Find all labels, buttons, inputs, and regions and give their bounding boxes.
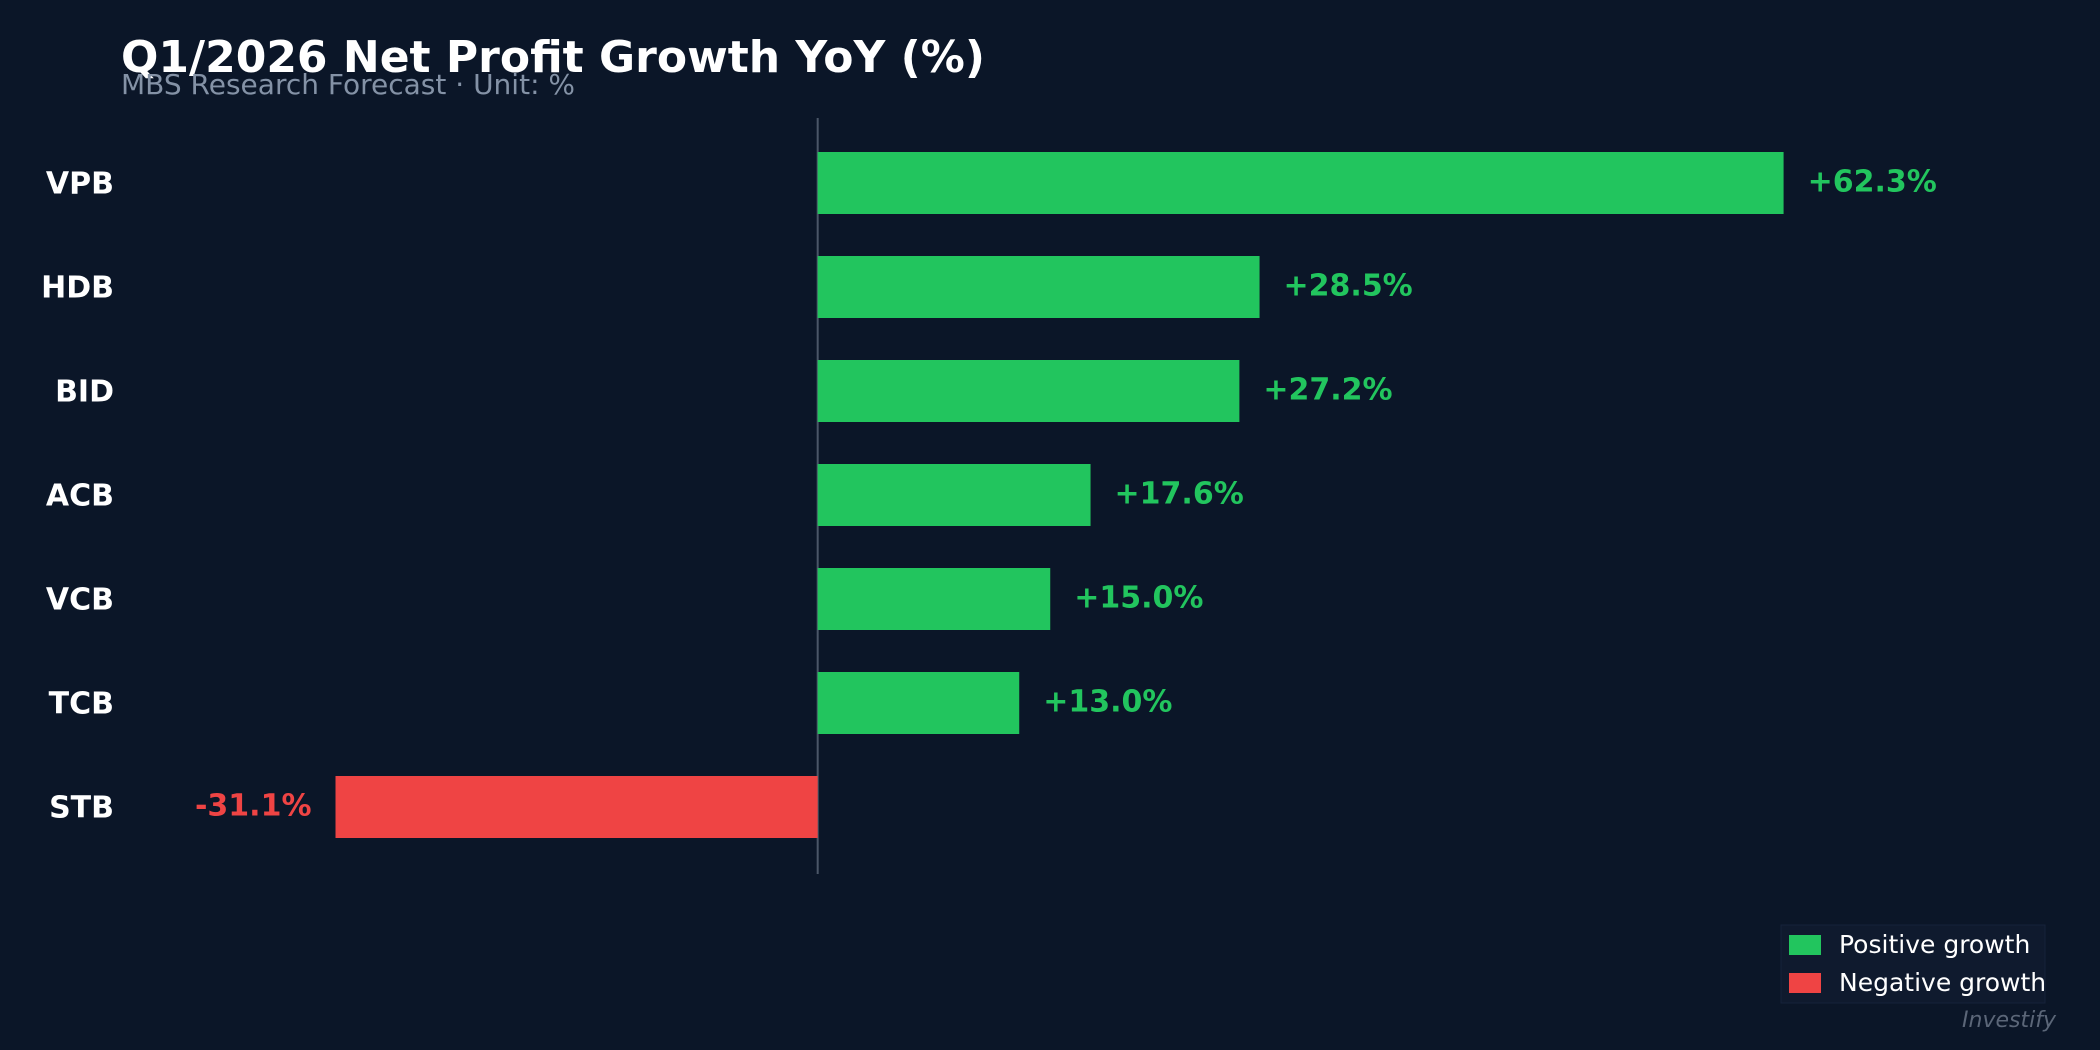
y-tick-label: TCB — [49, 687, 114, 722]
value-label: +28.5% — [1284, 269, 1413, 304]
value-label: +17.6% — [1115, 477, 1244, 512]
legend-box — [1780, 924, 2046, 1004]
value-label: +15.0% — [1074, 581, 1203, 616]
bar — [817, 464, 1091, 526]
bar — [335, 776, 818, 838]
legend-label: Negative growth — [1839, 968, 2046, 997]
value-label: -31.1% — [195, 789, 312, 824]
bar — [817, 360, 1240, 422]
y-tick-label: STB — [49, 791, 114, 826]
bar — [817, 152, 1784, 214]
y-tick-label: BID — [55, 375, 114, 410]
y-tick-label: ACB — [46, 479, 114, 514]
value-label: +13.0% — [1043, 685, 1172, 720]
legend-swatch — [1789, 935, 1821, 955]
legend-label: Positive growth — [1839, 930, 2030, 959]
y-tick-label: VPB — [46, 167, 114, 202]
y-tick-label: HDB — [41, 271, 114, 306]
legend-swatch — [1789, 973, 1821, 993]
chart-subtitle: MBS Research Forecast · Unit: % — [121, 68, 575, 101]
bar — [817, 672, 1020, 734]
chart-title: Q1/2026 Net Profit Growth YoY (%) — [121, 32, 985, 83]
value-label: +62.3% — [1808, 165, 1937, 200]
value-label: +27.2% — [1263, 373, 1392, 408]
watermark: Investify — [1962, 1008, 2057, 1033]
y-tick-label: VCB — [46, 583, 114, 618]
bar — [817, 568, 1051, 630]
bar — [817, 256, 1260, 318]
